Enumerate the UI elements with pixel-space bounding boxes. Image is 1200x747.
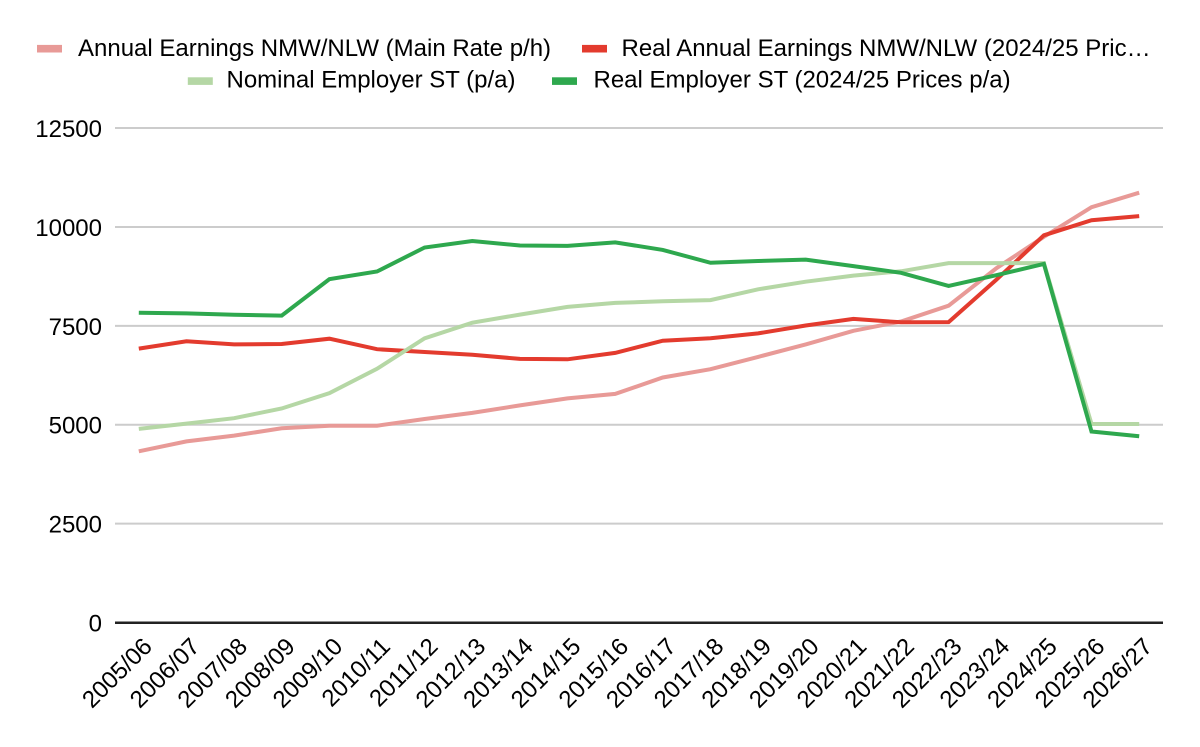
svg-text:2500: 2500 [49,512,102,539]
svg-text:7500: 7500 [49,314,102,341]
svg-text:Real Employer ST (2024/25 Pric: Real Employer ST (2024/25 Prices p/a) [594,67,1011,94]
svg-text:12500: 12500 [35,116,102,143]
svg-text:Real Annual Earnings NMW/NLW (: Real Annual Earnings NMW/NLW (2024/25 Pr… [622,35,1151,62]
svg-text:10000: 10000 [35,215,102,242]
svg-text:Annual Earnings NMW/NLW (Main: Annual Earnings NMW/NLW (Main Rate p/h) [78,35,551,62]
svg-text:5000: 5000 [49,413,102,440]
svg-text:Nominal Employer ST (p/a): Nominal Employer ST (p/a) [227,67,516,94]
svg-text:0: 0 [89,611,102,638]
